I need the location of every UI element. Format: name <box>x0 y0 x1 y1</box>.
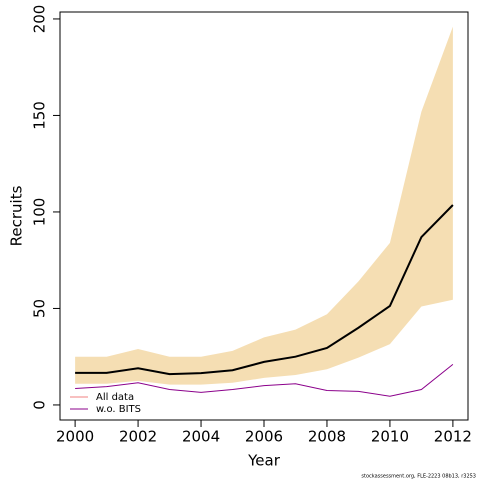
x-tick-label: 2010 <box>371 428 409 446</box>
x-tick-label: 2004 <box>182 428 220 446</box>
legend-label: All data <box>96 392 134 403</box>
confidence-band <box>75 26 453 385</box>
x-tick-label: 2008 <box>308 428 346 446</box>
y-axis-label: Recruits <box>8 185 26 246</box>
x-tick-label: 2012 <box>434 428 472 446</box>
y-tick-label: 50 <box>31 299 49 318</box>
x-tick-label: 2000 <box>56 428 94 446</box>
x-tick-label: 2006 <box>245 428 283 446</box>
legend-label: w.o. BITS <box>96 404 141 415</box>
y-tick-label: 100 <box>31 198 49 227</box>
y-tick-label: 150 <box>31 101 49 130</box>
y-tick-label: 200 <box>31 5 49 34</box>
x-axis-label: Year <box>247 452 281 470</box>
x-tick-label: 2002 <box>119 428 157 446</box>
footer: stockassessment.org, FLE-2223 08b13, r32… <box>361 474 476 480</box>
y-tick-label: 0 <box>31 400 49 410</box>
series-line <box>75 204 454 376</box>
series-line <box>75 364 454 397</box>
